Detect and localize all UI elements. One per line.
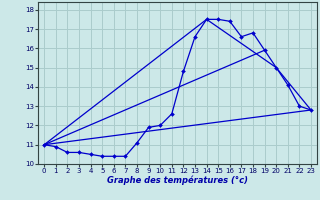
- X-axis label: Graphe des températures (°c): Graphe des températures (°c): [107, 176, 248, 185]
